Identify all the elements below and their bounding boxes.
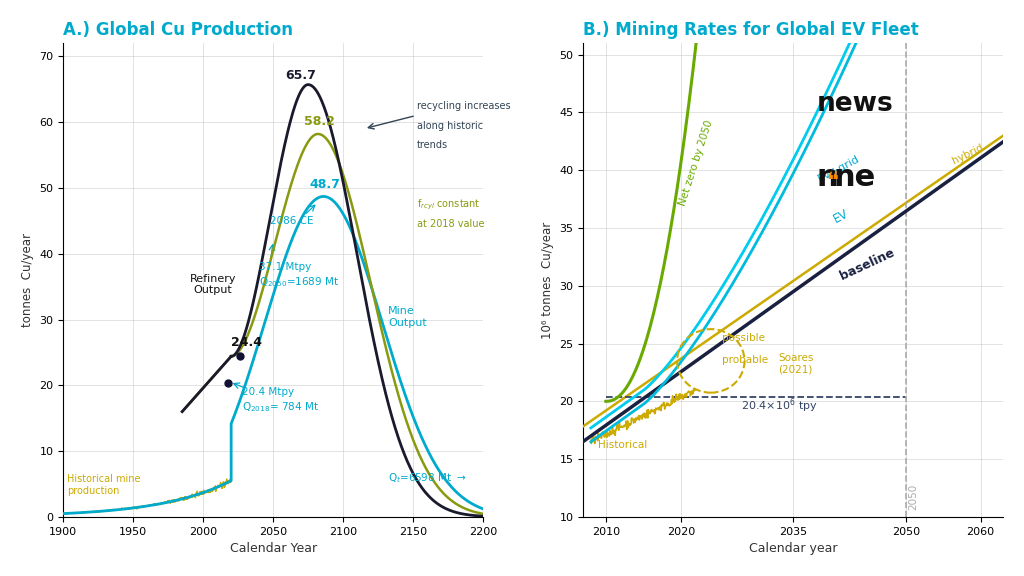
Text: hybrid: hybrid <box>950 143 985 166</box>
Text: along historic: along historic <box>417 121 483 131</box>
Text: possible: possible <box>722 334 765 343</box>
Text: Soares
(2021): Soares (2021) <box>778 353 814 374</box>
Text: Net zero by 2050: Net zero by 2050 <box>677 119 715 207</box>
Text: Q$_{2050}$=1689 Mt: Q$_{2050}$=1689 Mt <box>259 275 339 289</box>
Y-axis label: tonnes  Cu/year: tonnes Cu/year <box>20 233 34 327</box>
Text: ❝: ❝ <box>826 172 839 192</box>
Text: B.) Mining Rates for Global EV Fleet: B.) Mining Rates for Global EV Fleet <box>584 21 920 39</box>
X-axis label: Calendar year: Calendar year <box>749 542 838 555</box>
Text: 48.7: 48.7 <box>309 178 340 191</box>
Text: ne: ne <box>834 164 877 192</box>
Text: EV+grid: EV+grid <box>816 153 861 184</box>
Text: probable: probable <box>722 355 768 365</box>
Text: 58.2: 58.2 <box>304 115 335 128</box>
Text: Refinery
Output: Refinery Output <box>189 274 237 295</box>
Text: 37.1 Mtpy: 37.1 Mtpy <box>259 262 311 272</box>
Text: Q$_{2018}$= 784 Mt: Q$_{2018}$= 784 Mt <box>243 400 319 414</box>
Text: Historical: Historical <box>598 439 647 449</box>
Text: EV: EV <box>830 207 850 225</box>
Text: trends: trends <box>417 141 449 150</box>
Text: 2050: 2050 <box>908 483 918 510</box>
Text: news: news <box>816 90 893 116</box>
Y-axis label: 10⁶ tonnes  Cu/year: 10⁶ tonnes Cu/year <box>541 221 554 339</box>
Text: recycling increases: recycling increases <box>417 101 511 111</box>
X-axis label: Calendar Year: Calendar Year <box>229 542 316 555</box>
Text: Mine
Output: Mine Output <box>388 306 427 328</box>
Text: 20.4 Mtpy: 20.4 Mtpy <box>243 387 295 397</box>
Text: 65.7: 65.7 <box>286 69 316 82</box>
Text: A.) Global Cu Production: A.) Global Cu Production <box>63 21 293 39</box>
Text: Historical mine
production: Historical mine production <box>68 474 141 496</box>
Text: at 2018 value: at 2018 value <box>417 219 484 229</box>
Text: 24.4: 24.4 <box>231 336 262 349</box>
Text: n: n <box>816 164 838 192</box>
Text: baseline: baseline <box>839 247 897 283</box>
Text: Q$_t$=6598 Mt  →: Q$_t$=6598 Mt → <box>388 471 467 484</box>
Text: 2086 CE: 2086 CE <box>269 216 313 226</box>
Text: 20.4×10$^6$ tpy: 20.4×10$^6$ tpy <box>740 396 817 415</box>
Text: f$_{rcyl}$ constant: f$_{rcyl}$ constant <box>417 198 481 213</box>
